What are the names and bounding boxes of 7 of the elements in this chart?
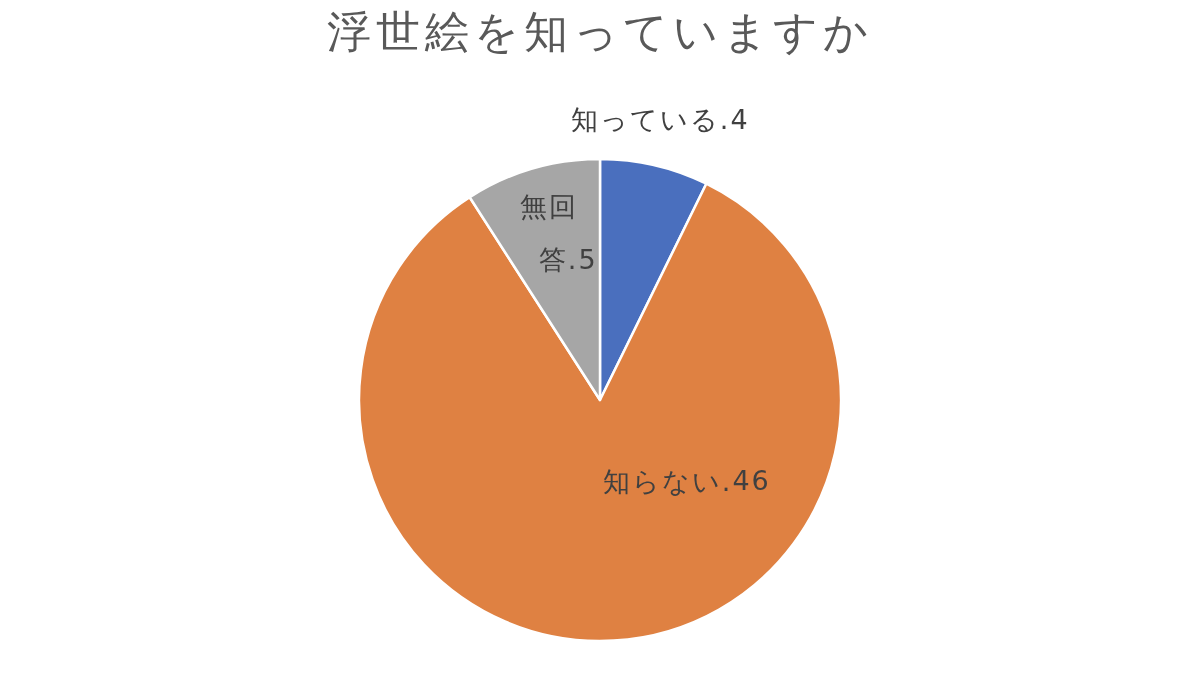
data-label: 46 <box>732 465 771 497</box>
data-label: 5 <box>578 243 598 275</box>
slice-label: 知らない. <box>602 465 733 497</box>
chart-title: 浮世絵を知っていますか <box>327 5 873 57</box>
data-label: 4 <box>730 103 750 135</box>
slice-label: 知っている. <box>570 103 731 135</box>
slice-label: 無回答. <box>520 190 579 275</box>
